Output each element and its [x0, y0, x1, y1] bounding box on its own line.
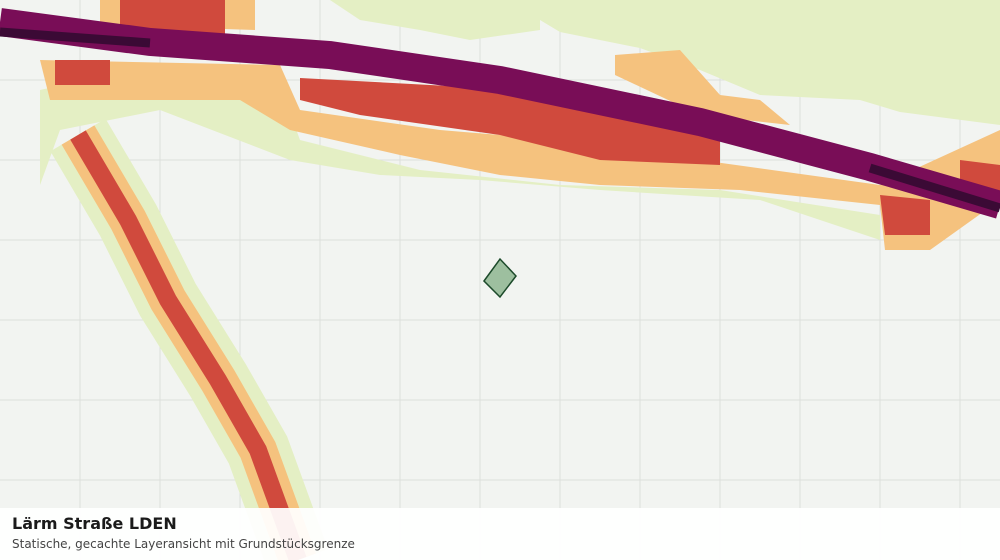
- noise-zone-high: [300, 78, 720, 165]
- noise-zone-low: [0, 0, 540, 40]
- noise-zone-high: [70, 130, 307, 560]
- caption-panel: Lärm Straße LDEN Statische, gecachte Lay…: [0, 508, 1000, 560]
- layer-title: Lärm Straße LDEN: [12, 514, 177, 533]
- noise-zone-high: [120, 0, 225, 40]
- parcel-boundary[interactable]: [483, 257, 517, 299]
- noise-zone-high: [55, 60, 110, 85]
- noise-zone-medium: [40, 60, 1000, 250]
- noise-zone-low: [540, 0, 1000, 125]
- layer-subtitle: Statische, gecachte Layeransicht mit Gru…: [12, 537, 355, 551]
- noise-zone-high: [880, 195, 930, 235]
- noise-zone-extreme: [0, 27, 151, 48]
- noise-zone-extreme: [868, 163, 1000, 213]
- noise-zone-medium: [615, 50, 790, 125]
- noise-zone-low: [40, 70, 880, 240]
